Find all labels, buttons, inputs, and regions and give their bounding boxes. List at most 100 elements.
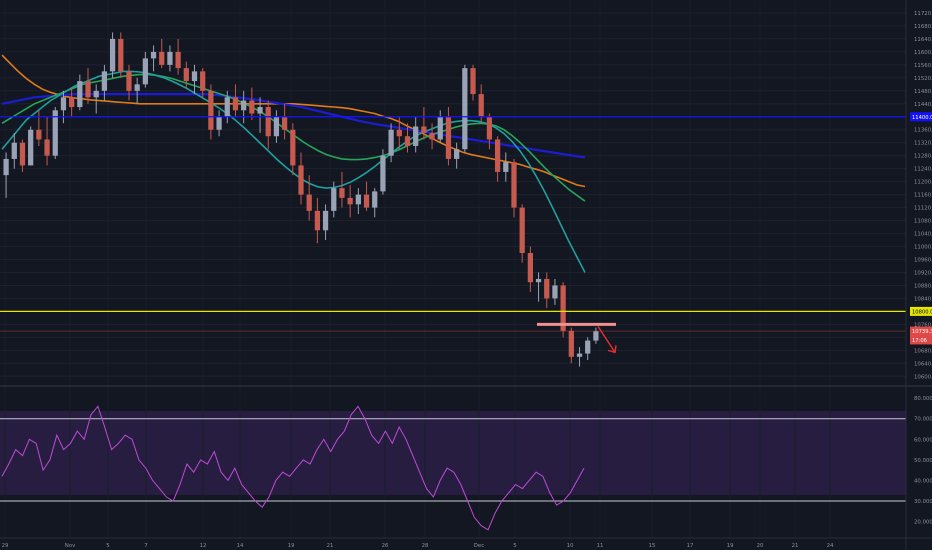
price-tick-label: 10600.0 [914, 374, 932, 380]
candle-body [11, 142, 17, 159]
time-axis[interactable]: 29 Nov 5 7 12 14 19 21 26 28 Dec 5 10 11 15 17 19 20 21 24 [2, 543, 834, 549]
rsi-tick-label: 80.0000 [914, 396, 932, 402]
price-tick-label: 11040.0 [914, 232, 932, 238]
candle-body [85, 81, 91, 98]
candle-body [568, 330, 574, 357]
candle-body [126, 71, 132, 91]
candle-body [339, 188, 345, 198]
candle-body [494, 139, 501, 172]
candle-body [306, 194, 312, 211]
rsi-tick-label: 50.0000 [914, 458, 932, 464]
price-tick-label: 10920.0 [914, 270, 932, 276]
price-tick-label: 11240.0 [914, 167, 932, 173]
candle-body [380, 155, 386, 192]
candle-body [560, 285, 566, 331]
candle-body [208, 90, 214, 130]
candle-body [3, 158, 9, 176]
candle-body [413, 126, 419, 146]
candle-body [298, 165, 304, 195]
price-tick-label: 11600.0 [914, 50, 932, 56]
time-tick-label: 5 [513, 543, 516, 549]
time-tick-label: 26 [382, 543, 389, 549]
rsi-axis[interactable]: 80.0000 70.0000 60.0000 50.0000 40.0000 30.00… [914, 396, 932, 525]
candle-body [314, 210, 321, 231]
price-tick-label: 11000.0 [914, 245, 932, 251]
candle-body [331, 188, 337, 211]
time-tick-label: 19 [727, 543, 734, 549]
price-tick-label: 10680.0 [914, 348, 932, 354]
candles [3, 32, 599, 367]
candle-body [167, 51, 173, 65]
candle-body [232, 97, 239, 111]
rsi-tick-label: 60.0000 [914, 437, 932, 443]
candle-body [36, 129, 42, 140]
price-tick-label: 10640.0 [914, 361, 932, 367]
price-axis-tags: 11400.0 10800.0 10739.3 17:06 [910, 112, 932, 345]
rsi-tick-label: 30.0000 [914, 499, 932, 505]
candle-body [257, 107, 263, 114]
candle-body [159, 51, 165, 65]
price-tag [910, 112, 932, 122]
candle-body [462, 68, 468, 150]
candle-body [142, 58, 148, 85]
candle-body [109, 38, 116, 72]
candle-body [486, 116, 493, 140]
price-tag [910, 306, 932, 316]
time-tick-label: 24 [827, 543, 834, 549]
candle-body [44, 139, 50, 156]
annotations [537, 322, 617, 354]
price-tick-label: 10880.0 [914, 283, 932, 289]
candle-body [183, 68, 189, 82]
time-tick-label: 29 [2, 543, 9, 549]
candle-body [544, 278, 550, 299]
candle-body [19, 142, 26, 166]
price-tick-label: 11640.0 [914, 37, 932, 43]
price-axis[interactable]: 11720.0 11680.0 11640.0 11600.0 11560.0 11520… [914, 11, 932, 380]
candle-body [585, 340, 591, 354]
down-arrow-head [607, 345, 617, 354]
candle-body [503, 162, 509, 172]
candle-body [527, 253, 533, 283]
candle-body [52, 110, 58, 156]
candle-body [273, 116, 280, 137]
horizontal-levels[interactable] [0, 116, 906, 332]
price-tick-label: 11480.0 [914, 89, 932, 95]
rsi-panel [0, 405, 906, 531]
candle-body [576, 353, 583, 357]
price-tick-label: 10960.0 [914, 257, 932, 263]
candle-body [372, 191, 378, 208]
candle-body [535, 278, 542, 283]
candle-body [224, 97, 230, 117]
candle-body [77, 81, 83, 108]
price-tag-label: 11400.0 [912, 115, 932, 121]
candle-body [421, 126, 427, 133]
candle-body [191, 71, 198, 82]
price-tick-label: 11560.0 [914, 63, 932, 69]
candle-body [347, 197, 353, 205]
candle-body [28, 129, 34, 166]
candle-body [265, 107, 271, 137]
candle-body [118, 38, 124, 72]
price-tick-label: 11200.0 [914, 180, 932, 186]
price-tick-label: 11440.0 [914, 102, 932, 108]
down-arrow[interactable] [597, 325, 616, 353]
candle-body [454, 149, 460, 159]
rsi-line [1, 405, 585, 531]
candle-body [593, 331, 599, 341]
price-tick-label: 11120.0 [914, 206, 932, 212]
time-tick-label: 21 [327, 543, 334, 549]
candle-body [175, 51, 181, 69]
time-tick-label: 20 [757, 543, 764, 549]
candle-body [281, 116, 288, 130]
time-tick-label: 19 [288, 543, 295, 549]
candle-body [355, 194, 361, 205]
time-tick-label: 21 [792, 543, 799, 549]
price-tick-label: 11280.0 [914, 154, 932, 160]
time-tick-label: 15 [649, 543, 656, 549]
candle-body [241, 100, 247, 111]
time-tick-label: Dec [474, 543, 484, 549]
price-tick-label: 11680.0 [914, 24, 932, 30]
candle-body [134, 84, 140, 91]
candle-body [363, 194, 370, 208]
